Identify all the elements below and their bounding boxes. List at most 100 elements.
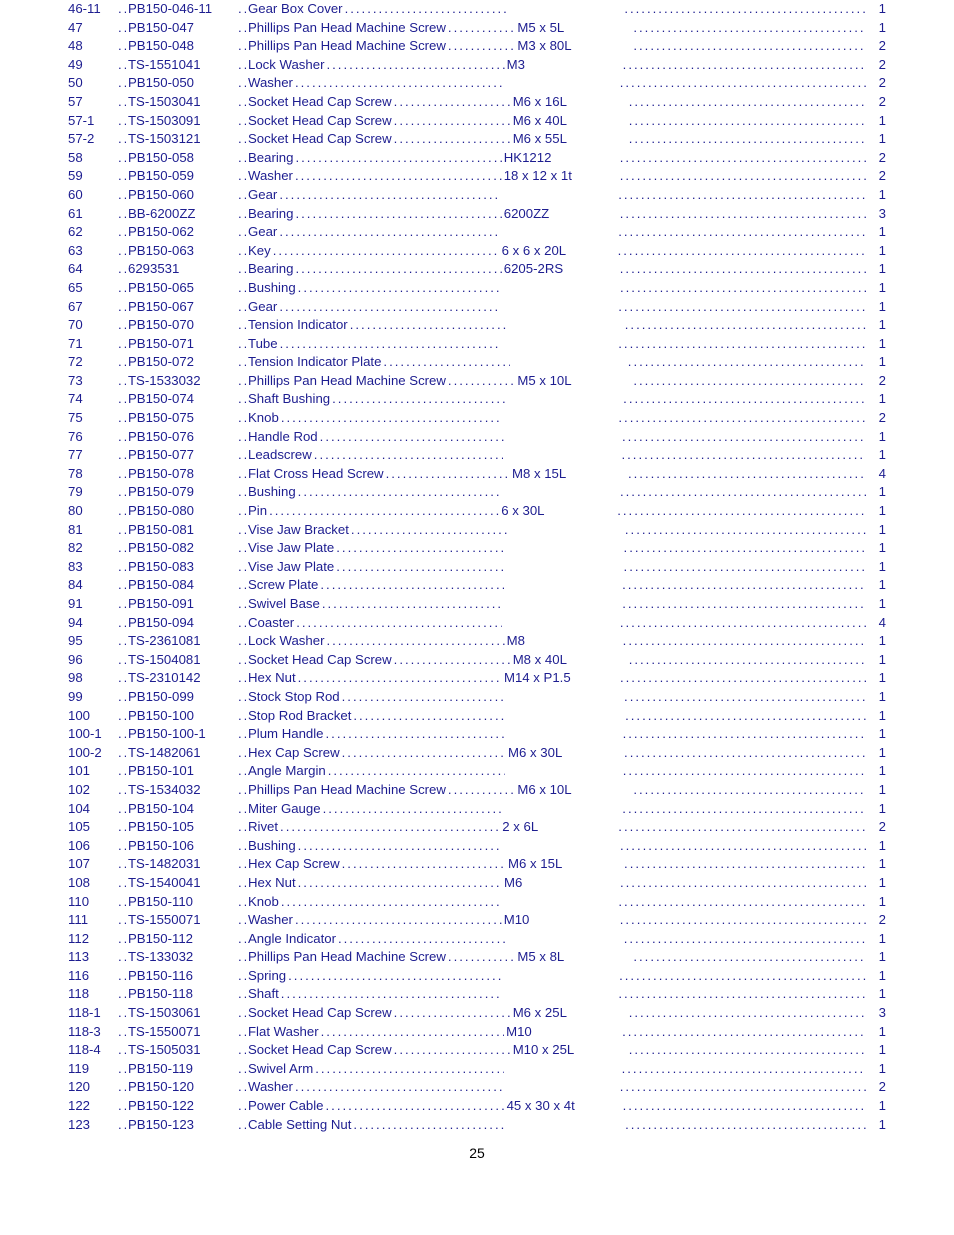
part-stock-number: PB150-081 bbox=[128, 523, 236, 536]
leader-dots bbox=[118, 207, 126, 220]
part-size: 6205-2RS bbox=[504, 262, 618, 275]
leader-dots bbox=[118, 895, 126, 908]
part-description: Gear Box Cover bbox=[248, 2, 343, 15]
part-row: 57-1 TS-1503091Socket Head Cap Screw M6 … bbox=[68, 114, 886, 133]
part-quantity: 2 bbox=[868, 1080, 886, 1093]
part-size: M8 x 40L bbox=[513, 653, 627, 666]
leader-dots bbox=[118, 1118, 126, 1131]
leader-dots bbox=[326, 58, 504, 71]
part-stock-number: TS-1482061 bbox=[128, 746, 236, 759]
leader-dots bbox=[383, 355, 509, 368]
leader-dots bbox=[629, 653, 866, 666]
part-description: Power Cable bbox=[248, 1099, 324, 1112]
leader-dots bbox=[238, 39, 246, 52]
leader-dots bbox=[118, 1080, 126, 1093]
part-row: 80 PB150-080Pin 6 x 30L 1 bbox=[68, 504, 886, 523]
part-description: Phillips Pan Head Machine Screw bbox=[248, 21, 446, 34]
part-row: 49 TS-1551041Lock Washer M3 2 bbox=[68, 58, 886, 77]
part-stock-number: TS-1482031 bbox=[128, 857, 236, 870]
leader-dots bbox=[623, 634, 866, 647]
part-description: Phillips Pan Head Machine Screw bbox=[248, 39, 446, 52]
part-index: 67 bbox=[68, 300, 116, 313]
part-size: M6 bbox=[504, 876, 618, 889]
part-index: 59 bbox=[68, 169, 116, 182]
part-index: 57-2 bbox=[68, 132, 116, 145]
leader-dots bbox=[238, 634, 246, 647]
part-stock-number: PB150-047 bbox=[128, 21, 236, 34]
leader-dots bbox=[118, 430, 126, 443]
part-row: 50 PB150-050Washer2 bbox=[68, 76, 886, 95]
part-row: 65 PB150-065Bushing1 bbox=[68, 281, 886, 300]
part-quantity: 1 bbox=[868, 969, 886, 982]
part-size: M6 x 16L bbox=[513, 95, 627, 108]
leader-dots bbox=[622, 1025, 866, 1038]
part-index: 46-11 bbox=[68, 2, 116, 15]
part-description: Angle Indicator bbox=[248, 932, 336, 945]
leader-dots bbox=[238, 374, 246, 387]
leader-dots bbox=[118, 337, 126, 350]
part-stock-number: PB150-046-11 bbox=[128, 2, 236, 15]
part-stock-number: TS-133032 bbox=[128, 950, 236, 963]
part-quantity: 3 bbox=[868, 1006, 886, 1019]
leader-dots bbox=[238, 58, 246, 71]
part-index: 74 bbox=[68, 392, 116, 405]
leader-dots bbox=[238, 225, 246, 238]
leader-dots bbox=[353, 709, 507, 722]
part-description: Socket Head Cap Screw bbox=[248, 132, 392, 145]
leader-dots bbox=[338, 932, 506, 945]
part-quantity: 1 bbox=[868, 523, 886, 536]
part-stock-number: PB150-082 bbox=[128, 541, 236, 554]
part-row: 76 PB150-076Handle Rod1 bbox=[68, 430, 886, 449]
part-description: Angle Margin bbox=[248, 764, 326, 777]
part-quantity: 2 bbox=[868, 151, 886, 164]
leader-dots bbox=[238, 1006, 246, 1019]
part-index: 75 bbox=[68, 411, 116, 424]
leader-dots bbox=[623, 764, 866, 777]
part-stock-number: PB150-071 bbox=[128, 337, 236, 350]
part-row: 79 PB150-079Bushing1 bbox=[68, 485, 886, 504]
part-stock-number: PB150-059 bbox=[128, 169, 236, 182]
leader-dots bbox=[394, 1006, 511, 1019]
part-index: 118-4 bbox=[68, 1043, 116, 1056]
leader-dots bbox=[118, 746, 126, 759]
part-stock-number: PB150-065 bbox=[128, 281, 236, 294]
leader-dots bbox=[620, 151, 866, 164]
part-quantity: 2 bbox=[868, 913, 886, 926]
leader-dots bbox=[295, 1080, 502, 1093]
part-stock-number: TS-1550071 bbox=[128, 1025, 236, 1038]
leader-dots bbox=[298, 485, 502, 498]
part-quantity: 1 bbox=[868, 764, 886, 777]
leader-dots bbox=[238, 2, 246, 15]
part-size: 6 x 30L bbox=[501, 504, 615, 517]
part-quantity: 3 bbox=[868, 207, 886, 220]
part-stock-number: PB150-099 bbox=[128, 690, 236, 703]
leader-dots bbox=[624, 2, 866, 15]
part-description: Rivet bbox=[248, 820, 278, 833]
leader-dots bbox=[238, 244, 246, 257]
leader-dots bbox=[238, 430, 246, 443]
part-index: 65 bbox=[68, 281, 116, 294]
part-size: M3 x 80L bbox=[517, 39, 631, 52]
part-quantity: 1 bbox=[868, 690, 886, 703]
part-index: 73 bbox=[68, 374, 116, 387]
leader-dots bbox=[273, 244, 500, 257]
part-description: Bearing bbox=[248, 151, 293, 164]
part-quantity: 1 bbox=[868, 337, 886, 350]
leader-dots bbox=[118, 1043, 126, 1056]
part-quantity: 1 bbox=[868, 597, 886, 610]
part-description: Coaster bbox=[248, 616, 294, 629]
leader-dots bbox=[238, 690, 246, 703]
part-quantity: 1 bbox=[868, 504, 886, 517]
part-quantity: 1 bbox=[868, 932, 886, 945]
leader-dots bbox=[618, 411, 866, 424]
leader-dots bbox=[118, 727, 126, 740]
leader-dots bbox=[625, 318, 866, 331]
part-index: 72 bbox=[68, 355, 116, 368]
part-quantity: 1 bbox=[868, 802, 886, 815]
part-row: 105 PB150-105Rivet 2 x 6L 2 bbox=[68, 820, 886, 839]
part-description: Spring bbox=[248, 969, 286, 982]
part-row: 98 TS-2310142Hex Nut M14 x P1.5 1 bbox=[68, 671, 886, 690]
leader-dots bbox=[623, 392, 866, 405]
part-description: Stop Rod Bracket bbox=[248, 709, 351, 722]
leader-dots bbox=[118, 987, 126, 1000]
